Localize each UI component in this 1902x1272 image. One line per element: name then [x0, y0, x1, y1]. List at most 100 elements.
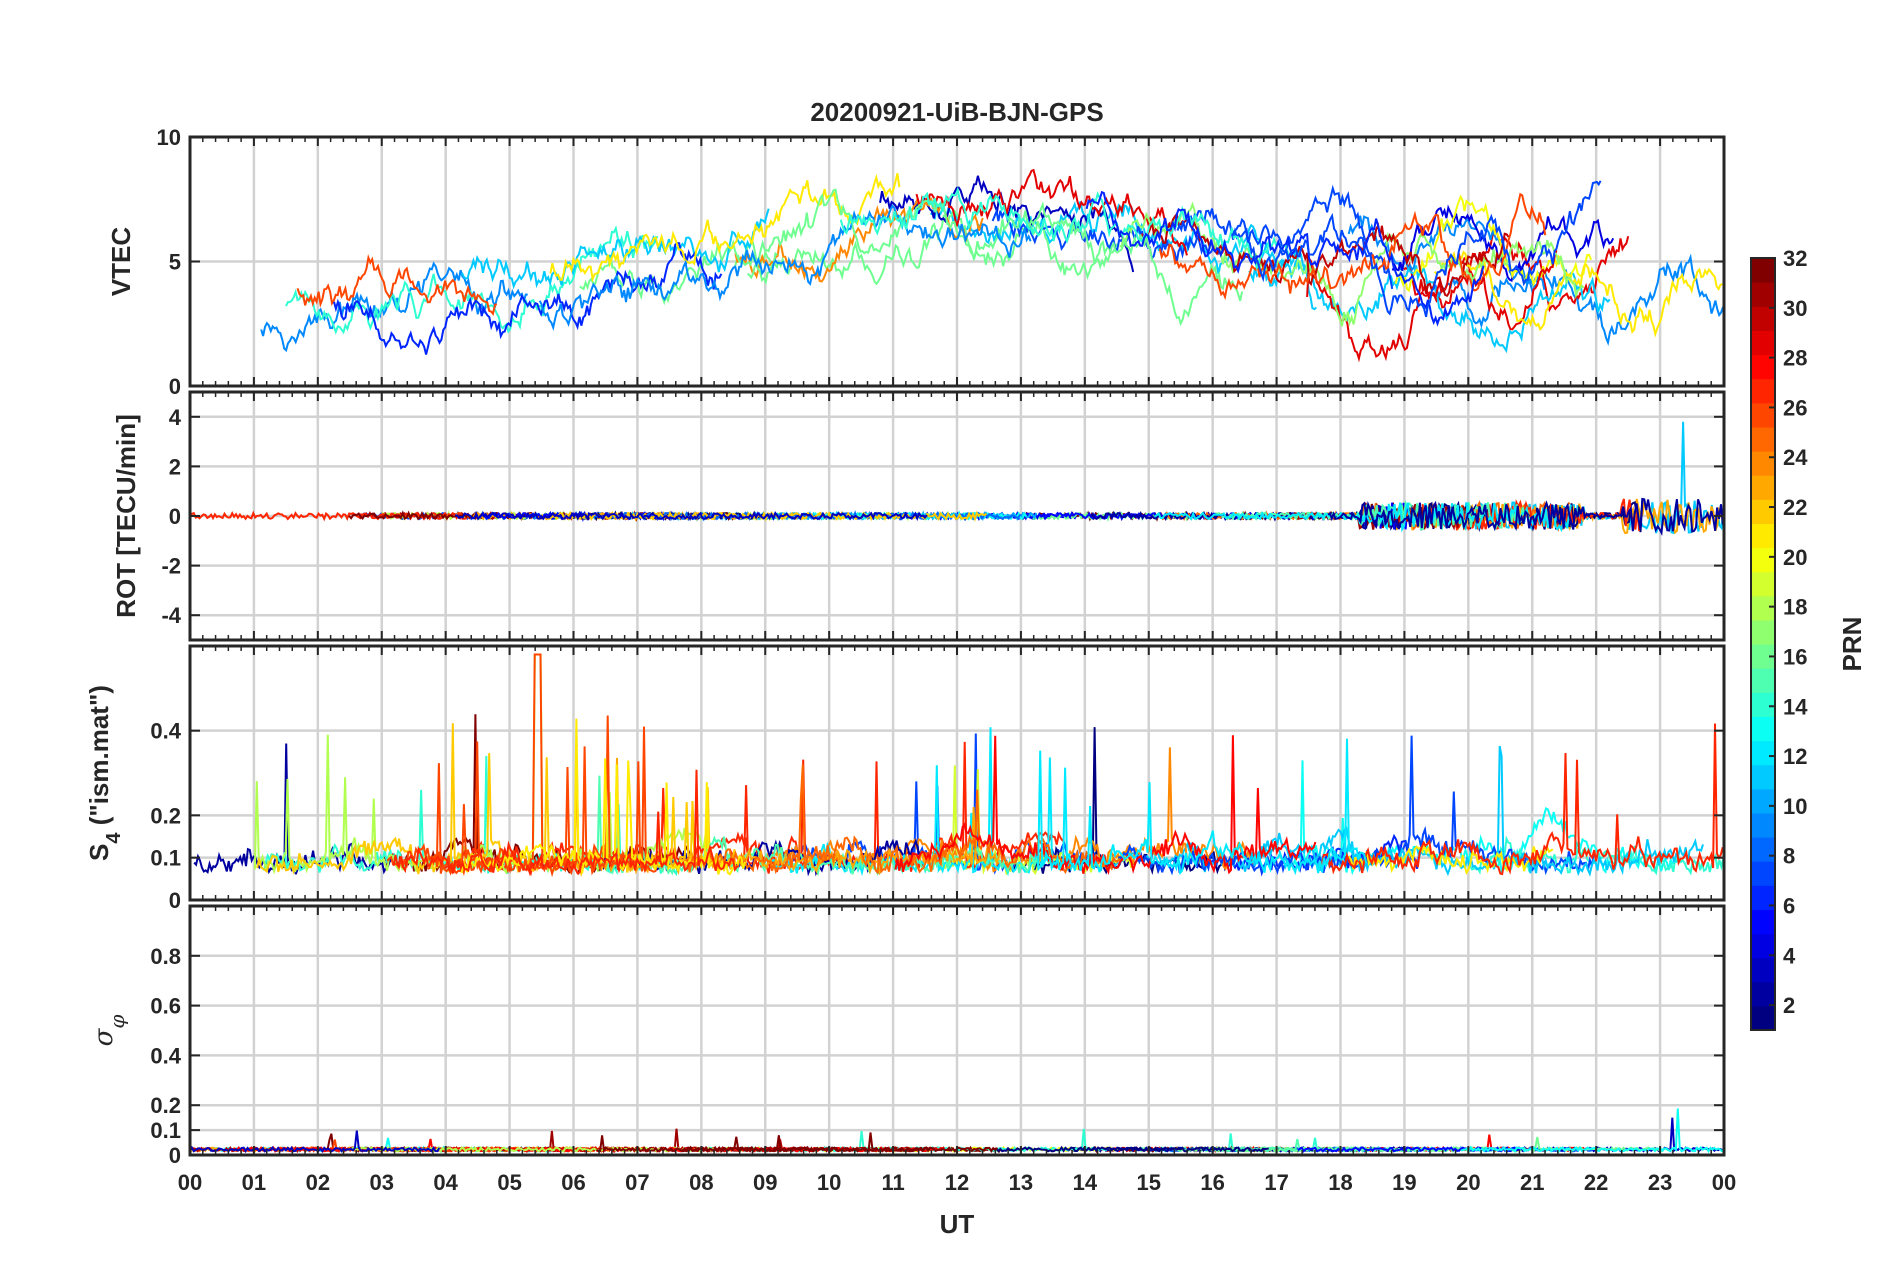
colorbar-segment [1751, 692, 1775, 717]
y-tick-label: 0.8 [150, 944, 181, 969]
colorbar-segment [1751, 282, 1775, 307]
colorbar-segment [1751, 837, 1775, 862]
x-tick-label: 04 [433, 1170, 458, 1195]
y-tick-label: 0.4 [150, 719, 181, 744]
colorbar-segment [1751, 258, 1775, 283]
s4-axes: 0 0.1 0.2 0.4 [150, 644, 1726, 913]
colorbar-tick-label: 30 [1783, 296, 1807, 321]
panel-rot: -4 -2 0 2 4 ROT [TECU/min] [111, 390, 1726, 642]
x-tick-label: 07 [625, 1170, 649, 1195]
y-tick-label: 0 [169, 1143, 181, 1168]
x-tick-label: 03 [370, 1170, 394, 1195]
x-tick-label: 01 [242, 1170, 266, 1195]
x-axis-label: UT [940, 1209, 975, 1239]
x-tick-label: 09 [753, 1170, 777, 1195]
colorbar-tick-label: 20 [1783, 545, 1807, 570]
panel-sigma_phi: 00.10.2 0.4 0.6 0.8 σφ 00 01 02 03 04 05 06 07 08 09 10… [89, 904, 1736, 1195]
rot-axes: -4 -2 0 2 4 [161, 390, 1726, 642]
series-line-prn-13 [1460, 1108, 1724, 1154]
series-line-prn-6 [1085, 190, 1485, 327]
colorbar-segment [1751, 595, 1775, 621]
colorbar-segment [1751, 861, 1775, 886]
series-line-prn-20 [1394, 194, 1593, 293]
x-tick-label: 13 [1009, 1170, 1033, 1195]
series-line-prn-16 [733, 208, 1119, 286]
y-tick-label: 0 [169, 374, 181, 399]
series-line-prn-3 [1464, 1117, 1723, 1153]
x-tick-label: 00 [178, 1170, 202, 1195]
colorbar-segment [1751, 354, 1775, 380]
x-tick-label: 20 [1456, 1170, 1480, 1195]
x-tick-label: 00 [1712, 1170, 1736, 1195]
series-line-prn-21 [1347, 840, 1554, 875]
x-tick-label: 08 [689, 1170, 713, 1195]
series-line-prn-30 [1139, 211, 1510, 298]
x-tick-label: 21 [1520, 1170, 1544, 1195]
series-line-prn-29 [1403, 226, 1630, 313]
vtec-grid [190, 137, 1724, 386]
series-line-prn-22 [256, 723, 736, 878]
y-tick-label: 0.2 [150, 803, 181, 828]
sigma_phi-y-axis-label: σφ [89, 1015, 129, 1047]
series-line-prn-26 [296, 254, 498, 316]
y-tick-label: 0 [169, 504, 181, 529]
colorbar-tick-label: 6 [1783, 893, 1795, 918]
series-line-prn-3 [879, 175, 1135, 273]
y-tick-label: 0 [169, 888, 181, 913]
colorbar-segment [1751, 764, 1775, 790]
series-line-prn-27 [1421, 498, 1641, 532]
colorbar-segment [1751, 957, 1775, 983]
series-line-prn-4 [1391, 204, 1615, 283]
x-tick-label: 02 [306, 1170, 330, 1195]
colorbar-segment [1751, 378, 1775, 404]
series-line-prn-14 [285, 225, 659, 335]
colorbar-tick-label: 24 [1783, 445, 1808, 470]
y-tick-label: 0.1 [150, 846, 181, 871]
colorbar-segment [1751, 499, 1775, 524]
colorbar-segment [1751, 619, 1775, 645]
y-tick-label: 10 [157, 125, 181, 150]
colorbar-tick-label: 22 [1783, 495, 1807, 520]
series-line-prn-11 [930, 201, 1317, 311]
x-tick-label: 15 [1137, 1170, 1161, 1195]
colorbar-tick-label: 12 [1783, 744, 1807, 769]
panel-vtec: 0 5 10 VTEC [106, 125, 1726, 399]
y-tick-label: 0.6 [150, 994, 181, 1019]
colorbar-segment [1751, 981, 1775, 1007]
x-tick-label: 05 [497, 1170, 521, 1195]
sigma_phi-grid [190, 906, 1724, 1155]
chart-title: 20200921-UiB-BJN-GPS [810, 97, 1103, 127]
y-tick-label: 0.2 [150, 1093, 181, 1118]
y-tick-label: 0.1 [150, 1118, 181, 1143]
vtec-y-axis-label: VTEC [106, 227, 136, 297]
y-tick-label: 2 [169, 454, 181, 479]
colorbar-segment [1751, 475, 1775, 500]
series-line-prn-17 [1119, 201, 1585, 327]
vtec-axes: 0 5 10 [157, 125, 1726, 399]
colorbar-tick-label: 26 [1783, 395, 1807, 420]
series-line-prn-2 [193, 743, 393, 875]
series-line-prn-2 [1327, 497, 1724, 537]
colorbar-tick-label: 16 [1783, 644, 1807, 669]
y-label-subscript: φ [105, 1015, 129, 1029]
colorbar-tick-label: 8 [1783, 844, 1795, 869]
x-tick-label: 12 [945, 1170, 969, 1195]
series-line-prn-27 [190, 510, 469, 522]
rot-y-axis-label: ROT [TECU/min] [111, 414, 141, 618]
series-line-prn-11 [1246, 745, 1704, 877]
series-line-prn-14 [839, 186, 1291, 271]
series-line-prn-9 [538, 204, 1032, 332]
colorbar-segment [1751, 933, 1775, 959]
series-line-prn-1 [995, 1145, 1269, 1153]
y-label-main: σ [89, 1027, 119, 1046]
colorbar-segment [1751, 523, 1775, 549]
x-tick-label: 06 [561, 1170, 585, 1195]
colorbar-segment [1751, 1005, 1775, 1031]
colorbar-segment [1751, 426, 1775, 452]
y-label-main: S [84, 844, 114, 861]
x-tick-label: 17 [1264, 1170, 1288, 1195]
series-line-prn-7 [1231, 180, 1602, 317]
